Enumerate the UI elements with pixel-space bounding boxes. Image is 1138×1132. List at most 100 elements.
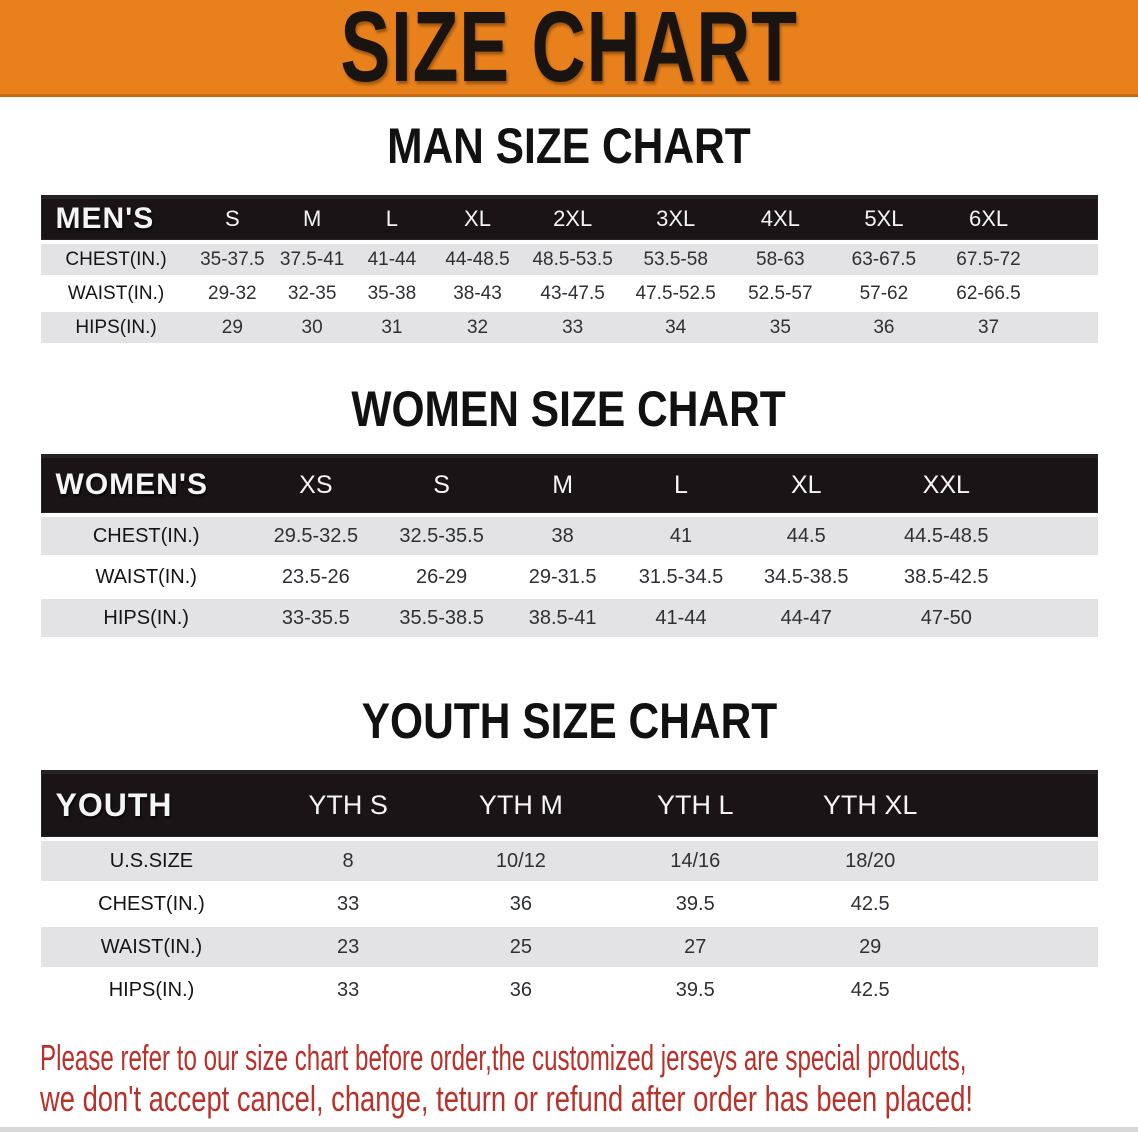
size-column-header: 4XL <box>760 206 800 231</box>
measurement-value: 53.5-58 <box>643 248 708 270</box>
measurement-row: HIPS(IN.) 33 36 39.5 42.5 <box>40 970 1098 1013</box>
measurement-value: 67.5-72 <box>956 248 1021 270</box>
measurement-row-label: U.S.SIZE <box>109 849 194 872</box>
measurement-row-label: CHEST(IN.) <box>98 892 205 915</box>
measurement-value: 41-44 <box>367 248 417 270</box>
measurement-value: 32-35 <box>287 282 337 304</box>
men-section-heading: MAN SIZE CHART <box>0 121 1138 171</box>
measurement-value: 44-47 <box>780 606 832 629</box>
measurement-value: 57-62 <box>859 282 909 304</box>
measurement-value: 30 <box>301 316 323 338</box>
measurement-value: 47-50 <box>920 606 972 629</box>
table-title-cell: WOMEN'S <box>55 468 208 501</box>
section-youth: YOUTH SIZE CHART YOUTH YTH S YTH M YTH L YTH… <box>0 693 1138 1013</box>
size-column-header: XXL <box>922 470 970 499</box>
section-women: WOMEN SIZE CHART WOMEN'S XS S M L XL XXL CHEST(… <box>0 384 1138 640</box>
youth-section-heading: YOUTH SIZE CHART <box>0 693 1138 749</box>
measurement-value: 35 <box>769 316 791 338</box>
measurement-value: 29-31.5 <box>528 565 597 588</box>
measurement-row: U.S.SIZE 8 10/12 14/16 18/20 <box>40 841 1098 884</box>
measurement-value: 23 <box>336 935 360 958</box>
measurement-row-label: HIPS(IN.) <box>108 978 195 1001</box>
measurement-value: 33 <box>336 892 360 915</box>
measurement-value: 29 <box>859 935 882 958</box>
measurement-value: 29 <box>221 316 243 338</box>
bottom-edge-shadow <box>0 1127 1138 1132</box>
size-column-header: S <box>224 206 240 231</box>
measurement-row-label: WAIST(IN.) <box>95 565 197 588</box>
measurement-row: CHEST(IN.) 29.5-32.5 32.5-35.5 38 41 44.5 44.5… <box>40 517 1098 558</box>
measurement-value: 43-47.5 <box>540 282 605 304</box>
measurement-value: 37 <box>977 316 1000 338</box>
size-column-header: YTH M <box>478 789 563 820</box>
measurement-value: 48.5-53.5 <box>532 248 613 270</box>
measurement-row-label: WAIST(IN.) <box>100 935 203 958</box>
youth-section-heading-text: YOUTH SIZE CHART <box>361 693 777 749</box>
measurement-value: 35-37.5 <box>200 248 265 270</box>
size-column-header: S <box>433 470 450 499</box>
measurement-value: 58-63 <box>756 248 805 270</box>
measurement-value: 36 <box>509 892 532 915</box>
measurement-value: 44.5-48.5 <box>904 524 989 547</box>
measurement-row: CHEST(IN.) 33 36 39.5 42.5 <box>40 884 1098 927</box>
measurement-value: 41-44 <box>655 606 707 629</box>
measurement-value: 44.5 <box>786 524 826 547</box>
size-column-header: M <box>552 470 574 499</box>
measurement-value: 10/12 <box>495 849 546 872</box>
measurement-value: 44-48.5 <box>445 248 510 270</box>
measurement-value: 52.5-57 <box>748 282 813 304</box>
table-title-cell: YOUTH <box>55 786 173 823</box>
size-column-header: 6XL <box>968 206 1009 231</box>
measurement-value: 42.5 <box>850 892 890 915</box>
size-column-header: YTH S <box>308 789 388 820</box>
measurement-row: WAIST(IN.) 29-32 32-35 35-38 38-43 43-47.5 47.… <box>40 278 1098 312</box>
measurement-row-label: HIPS(IN.) <box>103 606 189 629</box>
measurement-row: WAIST(IN.) 23.5-26 26-29 29-31.5 31.5-34.5 34… <box>40 558 1098 599</box>
measurement-value: 63-67.5 <box>851 248 917 270</box>
size-column-header: XS <box>299 470 333 499</box>
measurement-value: 33-35.5 <box>281 606 350 629</box>
measurement-row-label: WAIST(IN.) <box>67 282 165 304</box>
measurement-value: 38.5-42.5 <box>904 565 989 588</box>
size-column-header: L <box>674 470 688 499</box>
measurement-row: HIPS(IN.) 33-35.5 35.5-38.5 38.5-41 41-44 44-… <box>40 599 1098 640</box>
size-column-header: L <box>385 206 399 231</box>
women-size-table: WOMEN'S XS S M L XL XXL CHEST(IN.) 29.5-32.5 32.5… <box>40 454 1098 640</box>
measurement-value: 31.5-34.5 <box>638 565 724 588</box>
table-header-row: MEN'S S M L XL 2XL 3XL 4XL 5XL 6XL <box>40 198 1098 244</box>
banner: SIZE CHART <box>0 0 1138 97</box>
measurement-value: 8 <box>342 849 354 872</box>
measurement-value: 25 <box>509 935 532 958</box>
measurement-value: 14/16 <box>670 849 721 872</box>
measurement-value: 35.5-38.5 <box>399 606 484 629</box>
measurement-row: CHEST(IN.) 35-37.5 37.5-41 41-44 44-48.5 48.5… <box>40 244 1098 278</box>
measurement-value: 31 <box>381 316 403 338</box>
size-column-header: XL <box>790 470 822 499</box>
measurement-value: 47.5-52.5 <box>635 282 716 304</box>
size-column-header: 5XL <box>864 206 904 231</box>
measurement-value: 32 <box>466 316 489 338</box>
measurement-value: 35-38 <box>367 282 417 304</box>
men-size-table: MEN'S S M L XL 2XL 3XL 4XL 5XL 6XL CHEST(IN.) 35-37… <box>40 195 1098 346</box>
measurement-value: 36 <box>873 316 895 338</box>
measurement-value: 41 <box>669 524 693 547</box>
measurement-row: HIPS(IN.) 29 30 31 32 33 34 35 36 37 <box>40 312 1098 346</box>
disclaimer: Please refer to our size chart before or… <box>0 1037 1138 1119</box>
measurement-value: 62-66.5 <box>956 282 1021 304</box>
size-column-header: 3XL <box>656 206 696 231</box>
table-header-row: WOMEN'S XS S M L XL XXL <box>40 457 1098 517</box>
page-title: SIZE CHART <box>340 0 798 103</box>
women-section-heading: WOMEN SIZE CHART <box>0 384 1138 434</box>
measurement-value: 29.5-32.5 <box>273 524 359 547</box>
measurement-row-label: HIPS(IN.) <box>75 316 157 338</box>
measurement-value: 26-29 <box>416 565 468 588</box>
measurement-value: 39.5 <box>675 892 715 915</box>
measurement-value: 42.5 <box>850 978 890 1001</box>
size-column-header: YTH XL <box>822 789 918 820</box>
section-men: MAN SIZE CHART MEN'S S M L XL 2XL 3XL 4XL 5XL 6XL… <box>0 121 1138 346</box>
measurement-value: 34 <box>665 316 687 338</box>
measurement-row-label: CHEST(IN.) <box>92 524 200 547</box>
measurement-value: 32.5-35.5 <box>399 524 484 547</box>
measurement-value: 39.5 <box>675 978 715 1001</box>
